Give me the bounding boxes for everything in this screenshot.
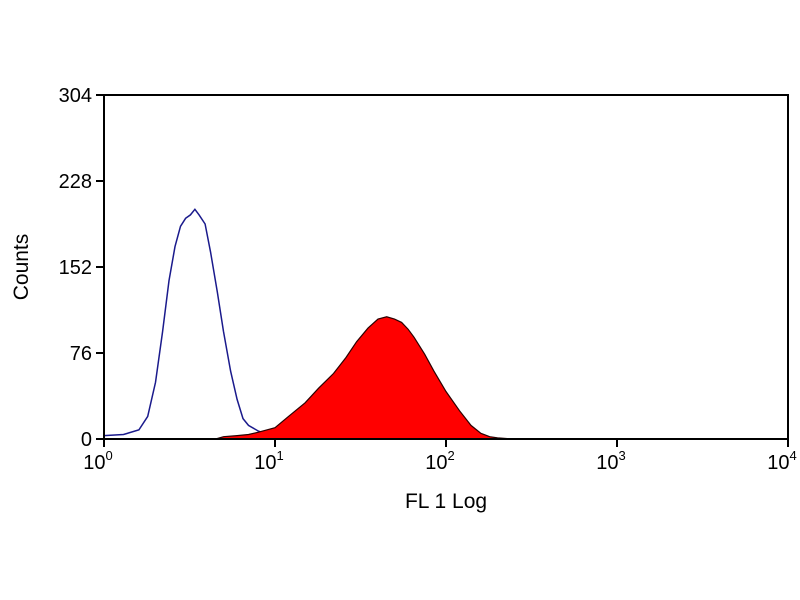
x-tick-label: 104 <box>767 448 796 474</box>
tick-layer: 0 76 152 228 304 100 101 102 103 104 <box>59 85 797 474</box>
y-tick-label: 0 <box>81 429 92 451</box>
y-axis-title: Counts <box>10 234 33 301</box>
y-tick-label: 76 <box>70 343 92 365</box>
series-layer <box>103 208 515 440</box>
x-tick-label: 102 <box>425 448 454 474</box>
x-tick-label: 103 <box>596 448 625 474</box>
x-axis-title: FL 1 Log <box>405 490 487 513</box>
x-tick-label: 100 <box>83 448 112 474</box>
x-tick-label: 101 <box>254 448 283 474</box>
y-tick-label: 228 <box>59 171 92 193</box>
filled-histogram-series <box>215 316 515 440</box>
y-tick-label: 152 <box>59 257 92 279</box>
outline-histogram-series <box>103 208 306 440</box>
y-tick-label: 304 <box>59 85 92 107</box>
